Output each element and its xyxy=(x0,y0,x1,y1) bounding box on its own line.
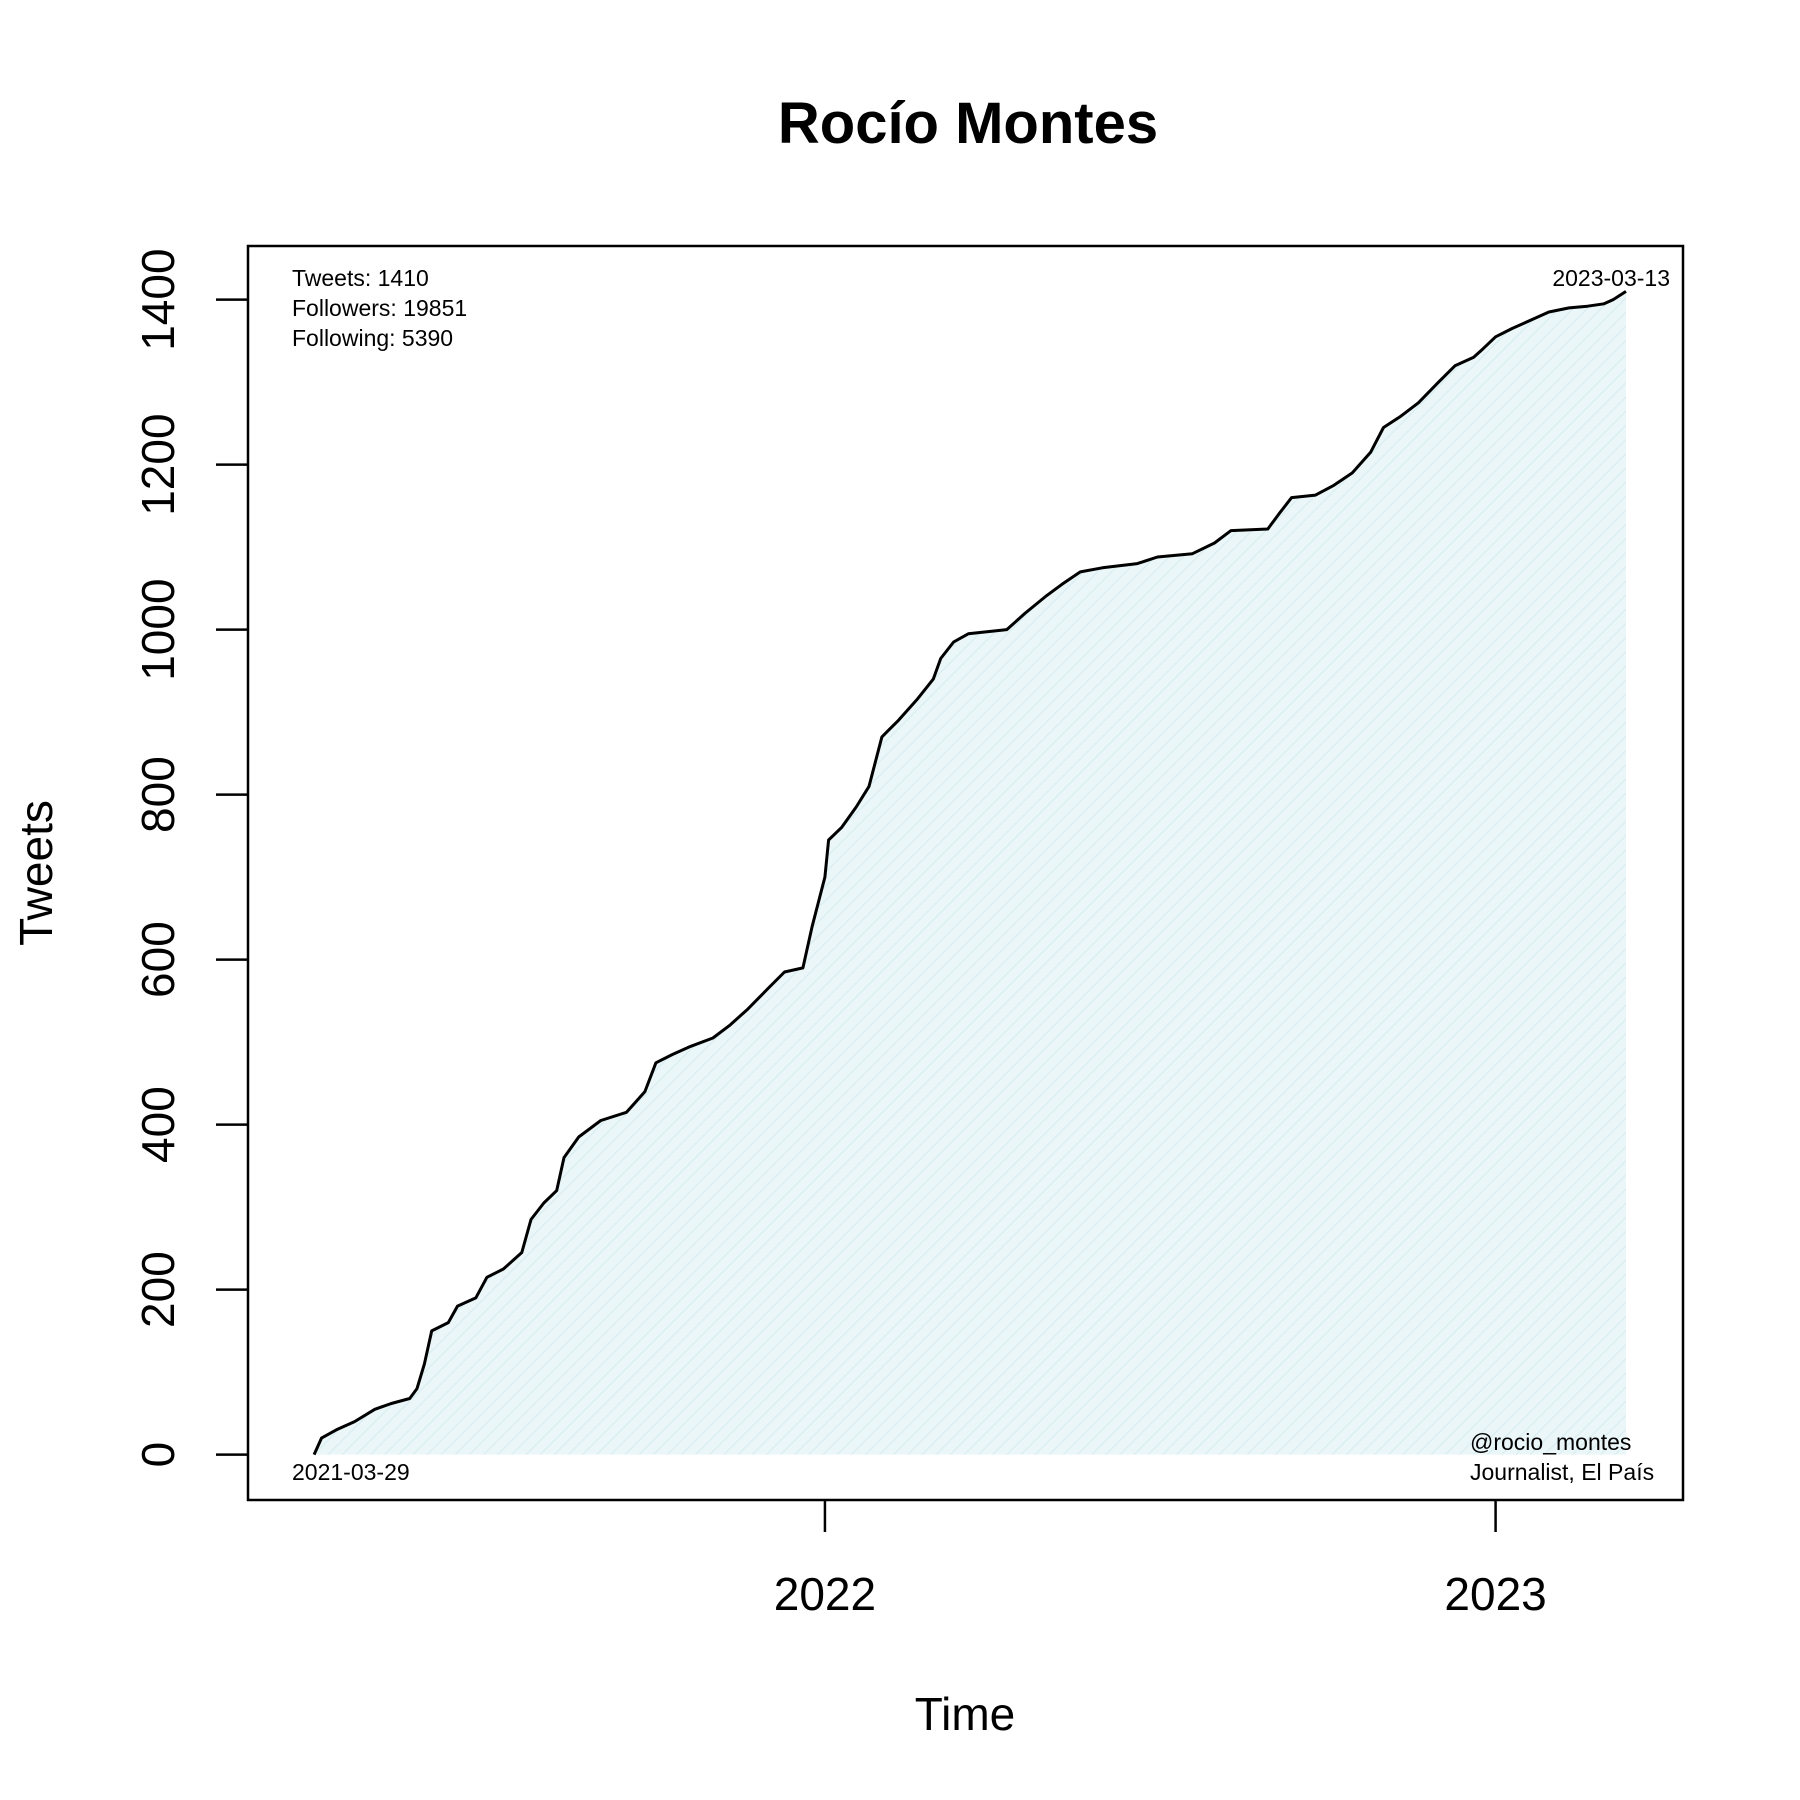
y-tick-label: 800 xyxy=(132,756,184,833)
plot-layer xyxy=(312,290,1627,1456)
y-tick-label: 200 xyxy=(132,1251,184,1328)
plot-frame xyxy=(246,244,1685,1502)
y-axis: 0 200 400 600 800 1000 1200 1400 xyxy=(132,248,248,1467)
y-tick-label: 1000 xyxy=(132,578,184,680)
x-tick-label: 2023 xyxy=(1444,1568,1546,1620)
y-axis-label: Tweets xyxy=(10,800,62,946)
handle-label: @rocio_montes xyxy=(1470,1429,1631,1455)
following-count-label: Following: 5390 xyxy=(292,325,453,351)
followers-count-label: Followers: 19851 xyxy=(292,295,467,321)
x-axis: 2022 2023 xyxy=(774,1500,1547,1620)
chart-title: Rocío Montes xyxy=(778,91,1158,156)
y-tick-label: 1200 xyxy=(132,413,184,515)
bio-label: Journalist, El País xyxy=(1470,1459,1654,1485)
start-date-label: 2021-03-29 xyxy=(292,1459,410,1485)
x-tick-label: 2022 xyxy=(774,1568,876,1620)
tweets-count-label: Tweets: 1410 xyxy=(292,265,429,291)
y-tick-label: 400 xyxy=(132,1086,184,1163)
series-line xyxy=(312,290,1627,1456)
y-tick-label: 1400 xyxy=(132,248,184,350)
series-area xyxy=(314,291,1627,1455)
y-tick-label: 600 xyxy=(132,921,184,998)
y-tick-label: 0 xyxy=(132,1442,184,1468)
x-axis-label: Time xyxy=(915,1688,1016,1740)
end-date-label: 2023-03-13 xyxy=(1552,265,1670,291)
